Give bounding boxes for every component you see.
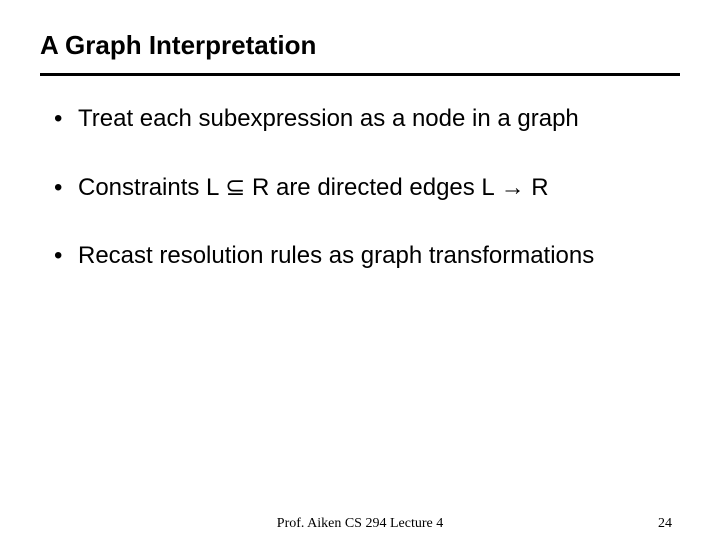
subset-symbol: ⊆ <box>225 174 245 201</box>
bullet-text-prefix: Constraints L <box>78 174 225 201</box>
bullet-item: Constraints L ⊆ R are directed edges L →… <box>50 173 680 204</box>
title-rule <box>40 73 680 76</box>
footer-center: Prof. Aiken CS 294 Lecture 4 <box>277 516 443 532</box>
slide: A Graph Interpretation Treat each subexp… <box>0 0 720 540</box>
bullet-text-mid: R are directed edges L <box>245 174 500 201</box>
slide-title: A Graph Interpretation <box>40 30 680 69</box>
bullet-item: Recast resolution rules as graph transfo… <box>50 241 680 272</box>
bullet-text: Treat each subexpression as a node in a … <box>78 105 579 132</box>
bullet-item: Treat each subexpression as a node in a … <box>50 104 680 135</box>
bullet-text: Recast resolution rules as graph transfo… <box>78 242 594 269</box>
footer-page-number: 24 <box>658 516 672 532</box>
arrow-symbol: → <box>501 174 525 201</box>
bullet-text-suffix: R <box>525 174 549 201</box>
bullet-list: Treat each subexpression as a node in a … <box>40 104 680 272</box>
